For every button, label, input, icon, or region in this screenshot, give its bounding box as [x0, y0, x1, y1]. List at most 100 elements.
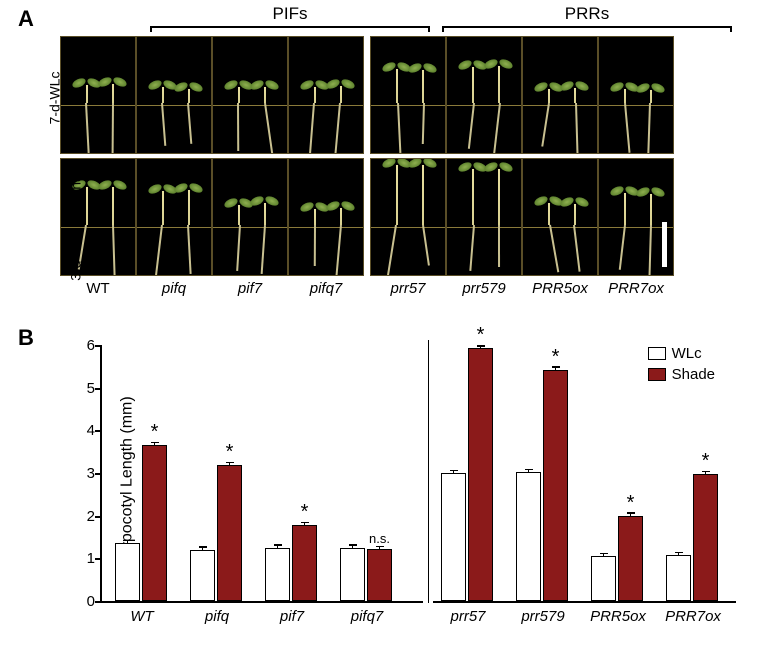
photo-cell — [212, 158, 288, 276]
y-tick — [95, 430, 102, 432]
x-label: pifq — [182, 608, 252, 625]
photo-cell — [370, 36, 446, 154]
bar-wlc — [340, 548, 365, 601]
genotype-label: PRR7ox — [598, 280, 674, 297]
x-label: WT — [107, 608, 177, 625]
bar-wlc — [516, 472, 541, 601]
error-cap — [274, 544, 282, 546]
group-bar — [150, 26, 430, 28]
photo-cell — [370, 158, 446, 276]
y-tick-label: 2 — [65, 508, 95, 525]
photo-cell — [522, 158, 598, 276]
photo-cell — [446, 158, 522, 276]
y-tick-label: 5 — [65, 380, 95, 397]
bar-wlc — [666, 555, 691, 601]
photo-grid — [60, 36, 740, 276]
bar-shade — [543, 370, 568, 601]
error-cap — [124, 540, 132, 542]
significance-marker: n.s. — [368, 531, 392, 546]
panel-b-label: B — [18, 325, 34, 351]
chart-divider — [428, 340, 429, 603]
y-tick — [95, 601, 102, 603]
y-tick — [95, 558, 102, 560]
significance-marker: * — [544, 346, 568, 369]
bar-shade — [693, 474, 718, 601]
bar-wlc — [190, 550, 215, 601]
photo-cell — [212, 36, 288, 154]
photo-row-wlc — [60, 36, 740, 154]
photo-row-shade — [60, 158, 740, 276]
legend-label-wlc: WLc — [672, 345, 702, 362]
x-label: pifq7 — [332, 608, 402, 625]
photo-cell — [446, 36, 522, 154]
photo-cell — [598, 36, 674, 154]
group-label: PIFs — [265, 4, 315, 24]
error-cap — [525, 469, 533, 471]
legend-swatch-wlc — [648, 347, 666, 360]
x-label: pif7 — [257, 608, 327, 625]
bar-shade — [618, 516, 643, 601]
y-axis-title: Hypocotyl Length (mm) — [119, 396, 137, 561]
bar-shade — [292, 525, 317, 601]
genotype-label: prr579 — [446, 280, 522, 297]
panel-a-label: A — [18, 6, 34, 32]
y-tick-label: 0 — [65, 593, 95, 610]
x-label: prr57 — [433, 608, 503, 625]
photo-cell — [288, 158, 364, 276]
bar-wlc — [265, 548, 290, 601]
row-label-shade: 3-d-WLc 4-d-Shade — [68, 159, 83, 281]
bar-wlc — [591, 556, 616, 601]
y-tick-label: 4 — [65, 422, 95, 439]
bar-wlc — [115, 543, 140, 601]
bar-wlc — [441, 473, 466, 601]
y-tick-label: 1 — [65, 550, 95, 567]
error-cap — [675, 552, 683, 554]
significance-marker: * — [218, 441, 242, 464]
legend-wlc: WLc — [648, 345, 715, 362]
y-tick — [95, 388, 102, 390]
photo-cell — [288, 36, 364, 154]
legend-label-shade: Shade — [672, 366, 715, 383]
photo-cell — [136, 36, 212, 154]
y-tick — [95, 516, 102, 518]
genotype-label: pif7 — [212, 280, 288, 297]
significance-marker: * — [619, 492, 643, 515]
group-bar — [442, 26, 732, 28]
row-label-wlc: 7-d-WLc — [46, 72, 62, 125]
bar-shade — [468, 348, 493, 601]
photo-cell — [136, 158, 212, 276]
x-label: prr579 — [508, 608, 578, 625]
genotype-label: PRR5ox — [522, 280, 598, 297]
photo-cell — [598, 158, 674, 276]
bar-shade — [367, 549, 392, 601]
legend-shade: Shade — [648, 366, 715, 383]
photo-cell — [522, 36, 598, 154]
group-label: PRRs — [562, 4, 612, 24]
bar-shade — [217, 465, 242, 601]
legend: WLc Shade — [648, 345, 715, 387]
significance-marker: * — [293, 501, 317, 524]
error-cap — [450, 470, 458, 472]
bar-chart: Hypocotyl Length (mm) 0 1 2 3 4 5 6 * * * n.s. * * *… — [55, 340, 745, 635]
x-label: PRR5ox — [583, 608, 653, 625]
genotype-label: pifq — [136, 280, 212, 297]
error-cap — [600, 553, 608, 555]
y-tick-label: 3 — [65, 465, 95, 482]
error-cap — [349, 544, 357, 546]
significance-marker: * — [469, 324, 493, 347]
x-axis-left — [100, 601, 423, 603]
photo-cell — [60, 36, 136, 154]
genotype-label: WT — [60, 280, 136, 297]
significance-marker: * — [143, 421, 167, 444]
bar-shade — [142, 445, 167, 601]
legend-swatch-shade — [648, 368, 666, 381]
x-axis-right — [433, 601, 736, 603]
y-tick — [95, 345, 102, 347]
y-tick-label: 6 — [65, 337, 95, 354]
scale-bar — [662, 222, 667, 267]
genotype-label: prr57 — [370, 280, 446, 297]
error-cap — [199, 546, 207, 548]
x-label: PRR7ox — [658, 608, 728, 625]
genotype-label: pifq7 — [288, 280, 364, 297]
significance-marker: * — [694, 450, 718, 473]
